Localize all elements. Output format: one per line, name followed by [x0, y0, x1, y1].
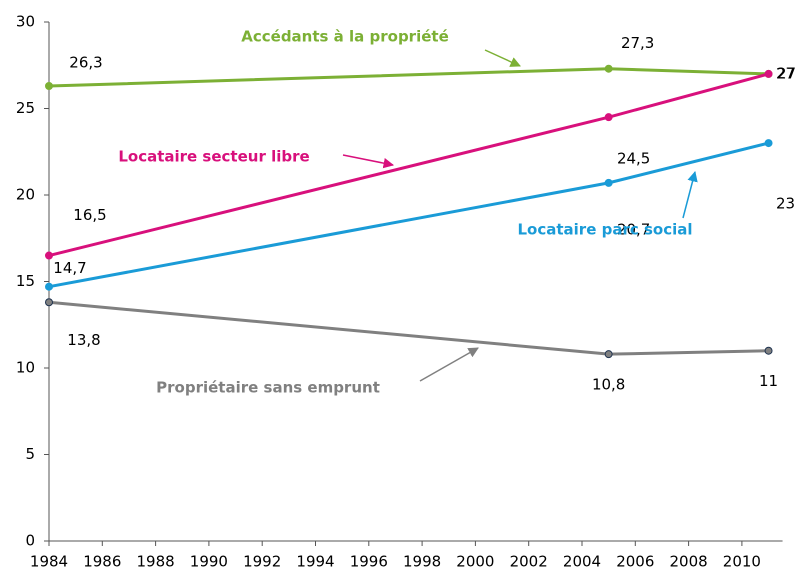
value-label: 10,8: [592, 376, 625, 394]
x-tick-label: 1994: [296, 553, 334, 571]
point: [45, 282, 53, 291]
label-arrow: [419, 347, 479, 382]
x-tick-label: 2010: [723, 553, 761, 571]
value-label: 27: [777, 64, 796, 82]
y-tick-label: 20: [16, 186, 35, 204]
series-label: Locataire parc social: [517, 221, 692, 239]
value-label: 11: [759, 372, 778, 390]
x-tick-label: 1990: [190, 553, 228, 571]
x-tick-label: 1998: [403, 553, 441, 571]
point: [45, 251, 53, 260]
x-tick-label: 1984: [30, 553, 68, 571]
series-label: Accédants à la propriété: [241, 28, 449, 46]
series-label: Locataire secteur libre: [118, 148, 309, 166]
x-tick-label: 1988: [137, 553, 175, 571]
point: [45, 298, 53, 307]
point: [764, 346, 773, 355]
point: [764, 69, 773, 78]
value-label: 24,5: [617, 150, 650, 168]
value-label: 13,8: [67, 331, 100, 349]
series-line: [48, 300, 769, 356]
x-tick-label: 2006: [616, 553, 654, 571]
y-tick-label: 25: [16, 99, 35, 117]
x-tick-label: 2000: [456, 553, 494, 571]
point: [604, 113, 613, 122]
point: [604, 350, 613, 359]
point: [604, 178, 613, 187]
x-tick-label: 1986: [83, 553, 121, 571]
y-tick-label: 15: [16, 272, 35, 290]
x-tick-label: 2002: [510, 553, 548, 571]
y-tick-label: 30: [16, 13, 35, 31]
y-tick-label: 0: [25, 532, 35, 550]
y-tick-label: 5: [25, 445, 35, 463]
value-label: 16,5: [73, 206, 106, 224]
label-arrow: [484, 49, 521, 67]
series-line: [48, 67, 769, 88]
point: [604, 64, 613, 73]
point: [45, 82, 53, 91]
label-arrow: [342, 154, 395, 169]
value-label: 27,3: [621, 34, 654, 52]
point: [764, 139, 773, 148]
x-tick-label: 1992: [243, 553, 281, 571]
label-arrow: [682, 170, 698, 219]
value-label: 26,3: [69, 54, 102, 72]
value-label: 14,7: [53, 259, 86, 277]
x-tick-label: 1996: [350, 553, 388, 571]
x-tick-label: 2008: [670, 553, 708, 571]
x-tick-label: 2004: [563, 553, 601, 571]
value-label: 20,7: [617, 220, 650, 238]
value-label: 27: [776, 64, 795, 82]
y-tick-label: 10: [16, 359, 35, 377]
value-label: 23: [776, 195, 795, 213]
series-label: Propriétaire sans emprunt: [156, 379, 380, 397]
